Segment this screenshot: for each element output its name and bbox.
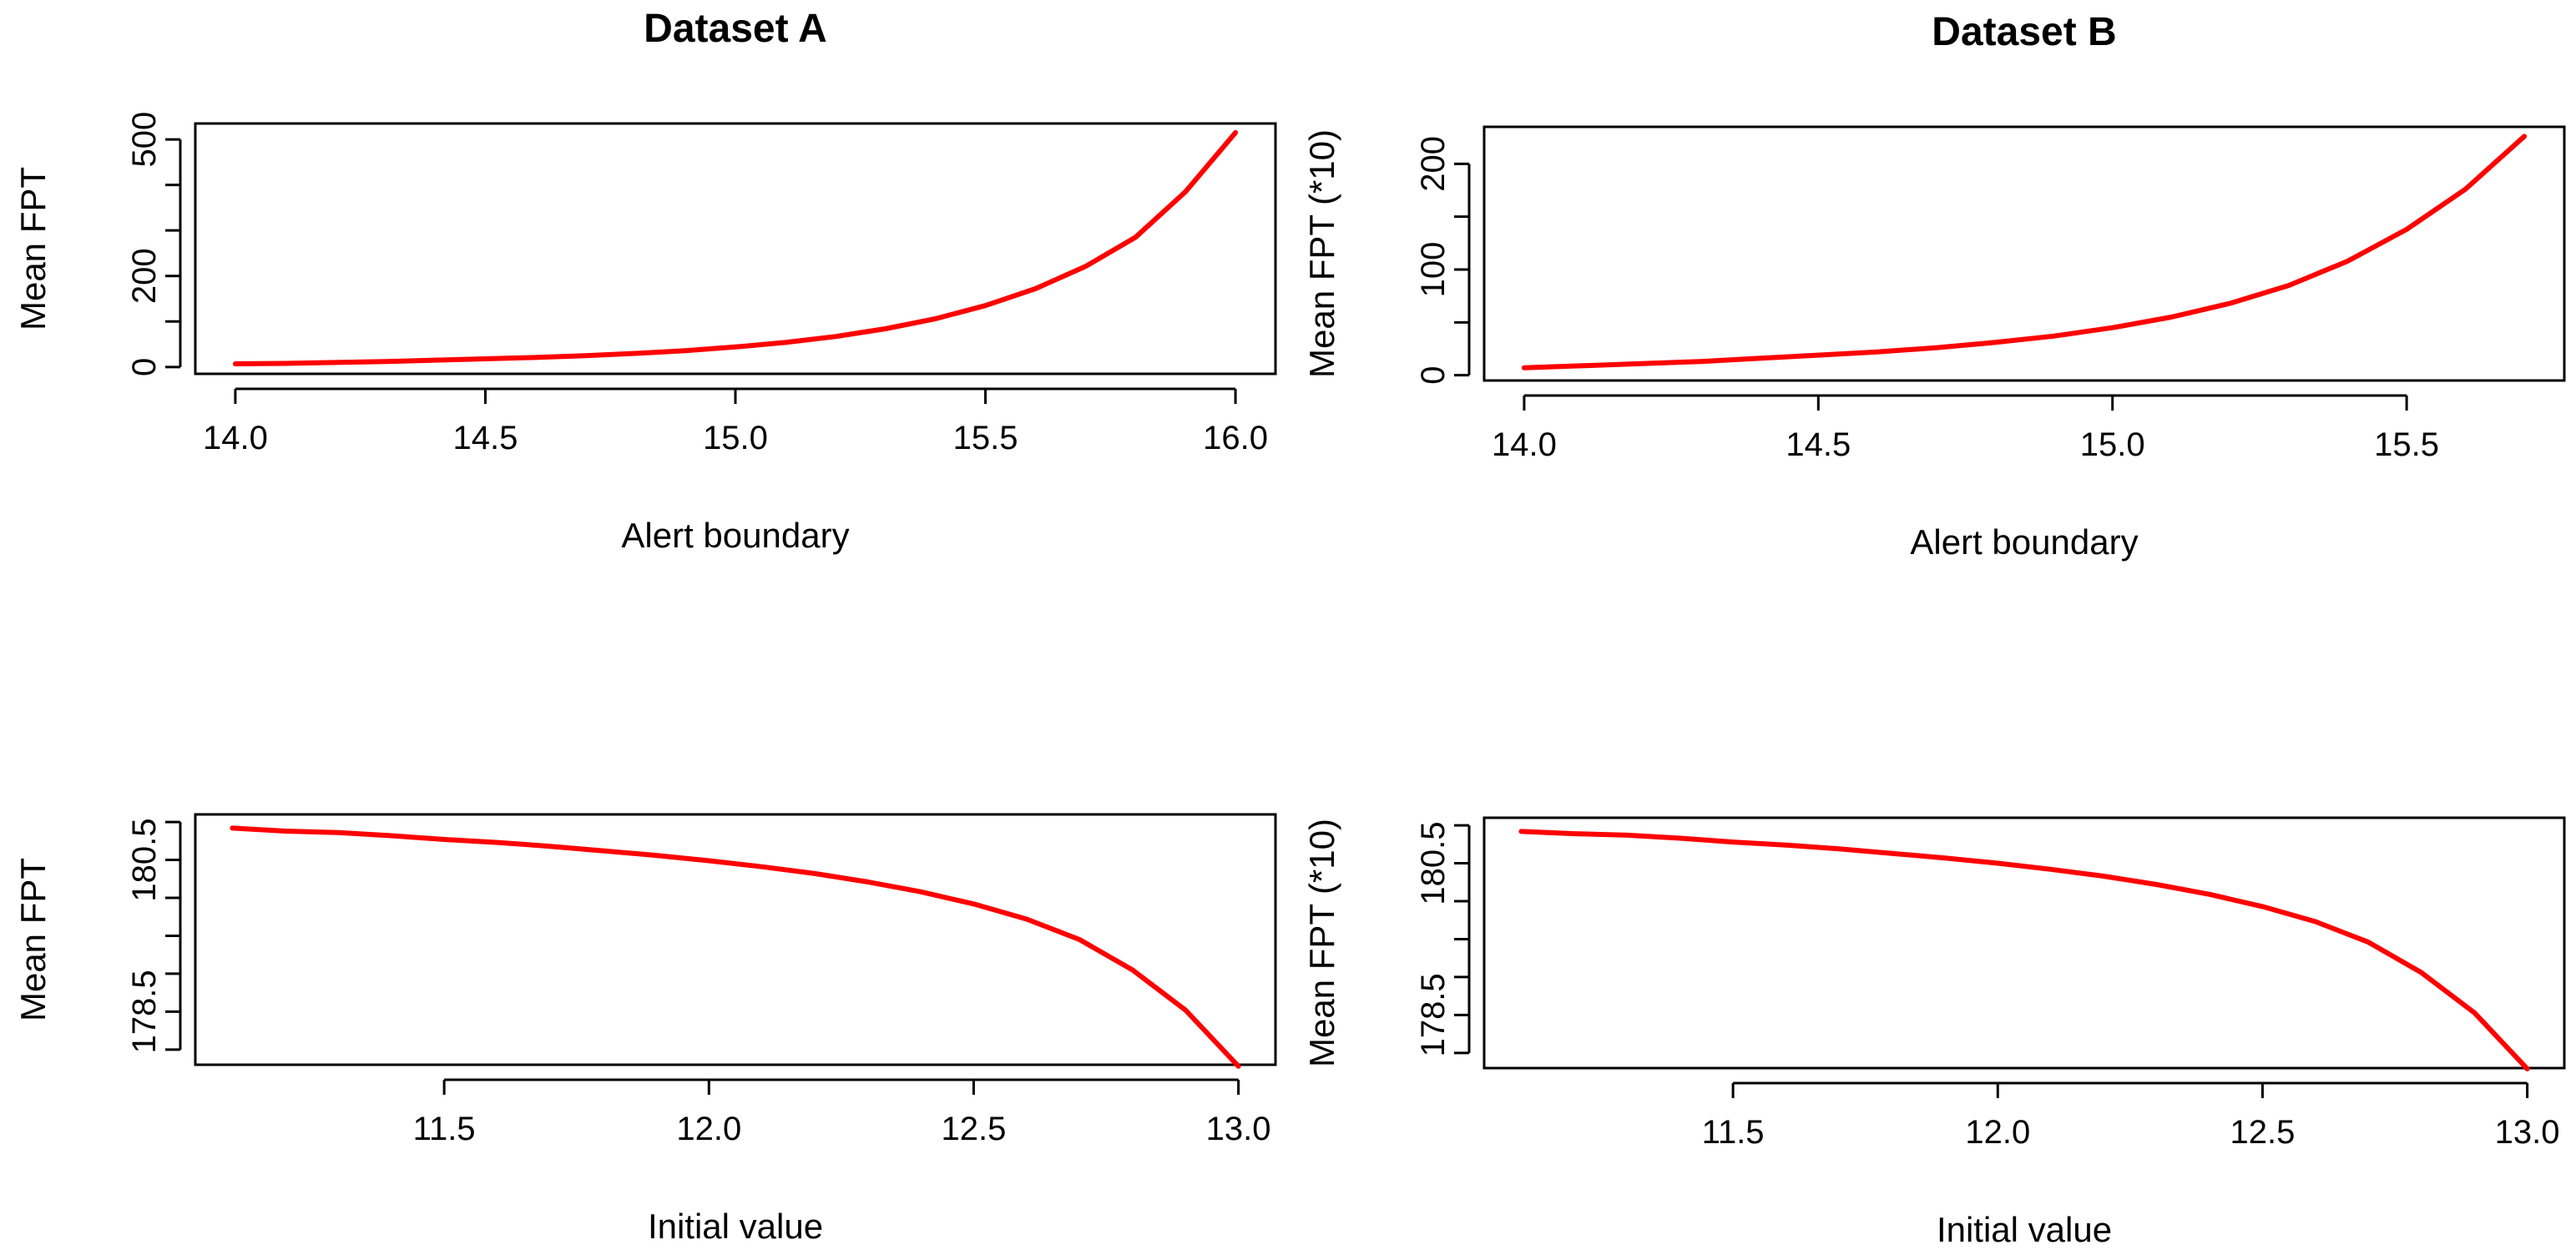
- series-line: [1521, 134, 2528, 370]
- y-axis-label: Mean FPT: [13, 858, 53, 1021]
- y-tick-label: 178.5: [1415, 973, 1452, 1056]
- x-tick-label: 15.5: [953, 420, 1018, 456]
- y-tick-label: 0: [1415, 366, 1452, 385]
- y-axis-label: Mean FPT (*10): [1302, 129, 1341, 378]
- series-line: [230, 825, 1241, 1069]
- plot-frame: [194, 122, 1277, 375]
- x-tick-label: 14.5: [1786, 426, 1851, 463]
- x-tick-label: 12.0: [1965, 1114, 2030, 1151]
- x-tick-label: 12.5: [942, 1111, 1007, 1147]
- x-tick-label: 15.0: [2080, 426, 2145, 463]
- x-tick-label: 15.0: [703, 420, 768, 456]
- chart-title: Dataset B: [1932, 10, 2116, 54]
- series-line: [1518, 829, 2530, 1071]
- x-tick-label: 11.5: [413, 1111, 476, 1147]
- plot-frame: [1482, 125, 2566, 382]
- x-axis-label: Alert boundary: [1910, 522, 2138, 562]
- chart-title: Dataset A: [644, 7, 827, 51]
- y-axis-label: Mean FPT: [13, 167, 53, 330]
- x-tick-label: 14.0: [203, 420, 268, 456]
- y-tick-label: 200: [126, 248, 163, 304]
- y-tick-label: 200: [1415, 136, 1452, 192]
- x-tick-label: 16.0: [1203, 420, 1268, 456]
- series-line: [232, 129, 1239, 366]
- x-axis-label: Alert boundary: [621, 516, 849, 555]
- x-axis-label: Initial value: [1937, 1210, 2112, 1249]
- y-tick-label: 0: [126, 358, 163, 376]
- chart-panel-2: 14.0 14.5 15.0 15.5 0 100 200 Dataset B Alert bo…: [1302, 10, 2566, 562]
- x-tick-label: 12.0: [676, 1111, 741, 1147]
- chart-panel-1: 14.0 14.5 15.0 15.5 16.0 0 200 500 Dataset A Aler…: [13, 7, 1277, 555]
- x-tick-label: 14.0: [1492, 426, 1557, 463]
- x-axis-label: Initial value: [648, 1207, 823, 1246]
- plot-frame: [194, 813, 1277, 1066]
- plot-frame: [1482, 816, 2566, 1070]
- x-tick-label: 12.5: [2230, 1114, 2296, 1151]
- chart-panel-4: 11.5 12.0 12.5 13.0 178.5 180.5 Initial value M…: [1302, 816, 2566, 1249]
- x-tick-label: 11.5: [1702, 1114, 1765, 1151]
- x-tick-label: 14.5: [453, 420, 518, 456]
- x-tick-label: 15.5: [2374, 426, 2439, 463]
- y-tick-label: 178.5: [126, 970, 163, 1053]
- y-tick-label: 500: [126, 112, 163, 168]
- x-tick-label: 13.0: [1206, 1111, 1271, 1147]
- y-tick-label: 180.5: [1415, 821, 1452, 905]
- y-tick-label: 180.5: [126, 818, 163, 901]
- chart-panel-3: 11.5 12.0 12.5 13.0 178.5 180.5 Initial value M…: [13, 813, 1277, 1246]
- x-tick-label: 13.0: [2495, 1114, 2560, 1151]
- y-axis-label: Mean FPT (*10): [1302, 819, 1341, 1067]
- y-tick-label: 100: [1415, 242, 1452, 298]
